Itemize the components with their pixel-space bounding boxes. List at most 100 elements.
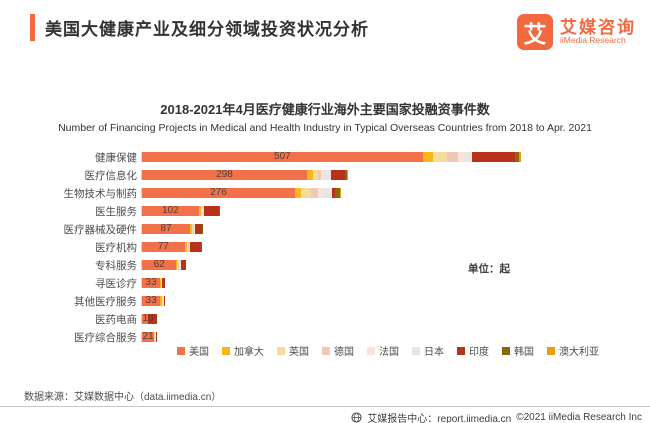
bar-segment <box>184 242 187 252</box>
bar-value-label: 102 <box>161 205 179 216</box>
title-wrap: 美国大健康产业及细分领域投资状况分析 <box>30 14 369 41</box>
category-label: 医疗机构 <box>95 241 137 254</box>
legend-item: 印度 <box>457 343 489 358</box>
bar-segment <box>153 332 155 342</box>
bar-value-label: 21 <box>142 331 154 342</box>
bar-segment <box>201 242 202 252</box>
bar-value-label: 276 <box>210 187 227 198</box>
bar-segment <box>193 224 195 234</box>
bar-segment <box>307 170 314 180</box>
legend-item: 德国 <box>322 343 354 358</box>
bar-track: 33 <box>141 277 636 288</box>
bar-track: 507 <box>141 151 636 162</box>
bar-row: 生物技术与制药 276 <box>30 184 636 202</box>
bar-segment <box>318 170 321 180</box>
bar-segment <box>186 242 188 252</box>
bar-value-label: 77 <box>157 241 169 252</box>
legend-swatch <box>177 346 185 355</box>
bar-value-label: 87 <box>160 223 172 234</box>
bar-segment <box>162 296 164 306</box>
bar-segment <box>154 332 156 342</box>
legend-label: 德国 <box>334 347 354 358</box>
bar-segment <box>192 224 194 234</box>
bar-value-label: 507 <box>274 151 291 162</box>
bar-value-label: 62 <box>153 259 165 270</box>
category-label: 医疗综合服务 <box>74 331 137 344</box>
legend-swatch <box>277 346 285 355</box>
bar-value-label: 298 <box>216 169 233 180</box>
bar-segment <box>194 224 196 234</box>
bar-segment <box>457 152 466 162</box>
bar-segment <box>142 188 295 198</box>
bar-segment <box>432 152 447 162</box>
bar-segment <box>188 242 190 252</box>
legend-item: 加拿大 <box>222 343 264 358</box>
bar-segment <box>142 242 185 252</box>
category-label: 医疗器械及硬件 <box>63 223 138 236</box>
bar-segment <box>202 224 204 234</box>
legend-item: 日本 <box>412 343 444 358</box>
category-label: 生物技术与制药 <box>63 187 138 200</box>
bar-segment <box>422 152 433 162</box>
bar-segment <box>142 314 148 324</box>
bar-segment <box>142 152 423 162</box>
bar-segment <box>200 206 202 216</box>
bar-value-label: 33 <box>145 277 157 288</box>
bar-track: 77 <box>141 241 636 252</box>
chart-title: 2018-2021年4月医疗健康行业海外主要国家投融资事件数 <box>160 102 490 117</box>
legend-swatch <box>457 346 465 355</box>
category-label: 医生服务 <box>95 205 137 218</box>
bar-segment <box>347 170 348 180</box>
bar-segment <box>176 260 178 270</box>
bar-segment <box>179 260 181 270</box>
bar-segment <box>155 332 157 342</box>
logo-brand-cn: 艾媒咨询 <box>560 17 636 37</box>
legend-label: 印度 <box>469 347 489 358</box>
title-accent-bar <box>30 14 35 41</box>
bar-segment <box>340 188 342 198</box>
bar-segment <box>161 278 163 288</box>
legend-label: 日本 <box>424 347 444 358</box>
legend-swatch <box>412 346 420 355</box>
bar-row: 医疗器械及硬件 87 <box>30 220 636 238</box>
bar-row: 健康保健 507 <box>30 148 636 166</box>
category-label: 寻医诊疗 <box>95 277 137 290</box>
iimedia-logo-icon: 艾 <box>517 14 553 50</box>
bar-segment <box>142 224 191 234</box>
bar-segment <box>179 260 180 270</box>
category-label: 健康保健 <box>95 151 137 164</box>
bar-row: 专科服务 62 <box>30 256 636 274</box>
page-title: 美国大健康产业及细分领域投资状况分析 <box>45 20 369 39</box>
bar-segment <box>142 206 199 216</box>
globe-icon <box>351 412 362 423</box>
bar-track: 33 <box>141 295 636 306</box>
legend-item: 韩国 <box>502 343 534 358</box>
category-label: 专科服务 <box>95 259 137 272</box>
legend-swatch <box>322 346 330 355</box>
bar-segment <box>318 188 325 198</box>
bar-segment <box>195 224 203 234</box>
chart-legend: 美国 加拿大 英国 德国 法国 日本 印度 韩国 澳大利亚 <box>140 343 636 358</box>
bar-segment <box>148 314 157 324</box>
legend-label: 法国 <box>379 347 399 358</box>
footer-site: 艾媒报告中心：report.iimedia.cn <box>367 414 512 423</box>
bar-segment <box>177 260 179 270</box>
bar-segment <box>142 332 154 342</box>
bar-segment <box>142 170 308 180</box>
unit-label: 单位：起 <box>468 263 510 275</box>
bar-segment <box>160 278 162 288</box>
bar-segment <box>160 296 163 306</box>
bar-segment <box>142 260 177 270</box>
bar-segment <box>154 332 155 342</box>
bar-row: 医疗综合服务 21 <box>30 328 636 346</box>
chart-subtitle: Number of Financing Projects in Medical … <box>58 122 592 134</box>
bar-segment <box>163 296 165 306</box>
logo-brand-en: iiMedia Research <box>560 35 626 46</box>
bar-track: 62 <box>141 259 636 270</box>
bar-segment <box>160 278 161 288</box>
bar-segment <box>518 152 522 162</box>
bar-track: 276 <box>141 187 636 198</box>
bar-segment <box>178 260 180 270</box>
legend-item: 英国 <box>277 343 309 358</box>
iimedia-logo: 艾 艾媒咨询 iiMedia Research <box>517 14 636 50</box>
